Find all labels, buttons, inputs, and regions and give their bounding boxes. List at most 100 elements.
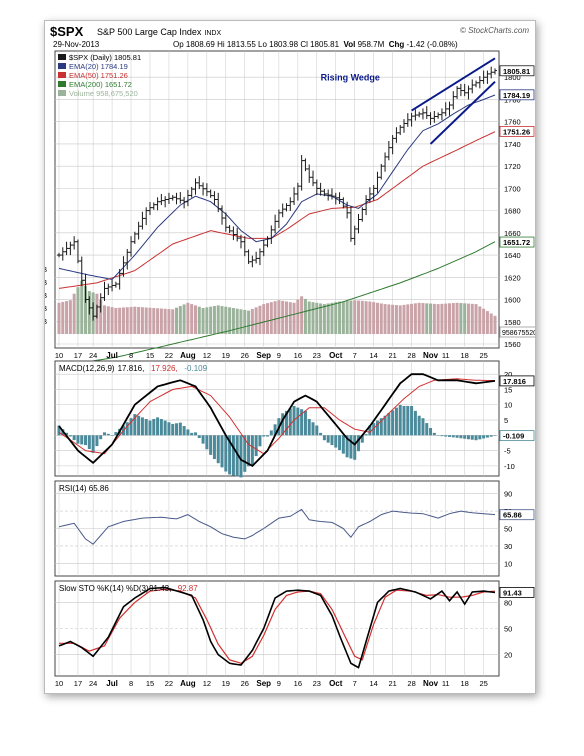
macd-histogram-bar <box>470 435 474 440</box>
sto-xtick-label: 24 <box>89 679 97 688</box>
volume-bar <box>110 307 114 334</box>
volume-bar <box>239 309 243 334</box>
sto-xtick-label: 28 <box>407 679 415 688</box>
legend-swatch <box>58 72 66 78</box>
macd-histogram-bar <box>440 435 444 437</box>
volume-bar <box>338 301 342 334</box>
macd-legend-item: MACD(12,26,9) <box>59 364 115 373</box>
price-ytick-label: 1680 <box>504 207 521 216</box>
volume-bar <box>482 308 486 334</box>
price-ytick-label: 1660 <box>504 229 521 238</box>
quote-line: Op 1808.69 Hi 1813.55 Lo 1803.98 Cl 1805… <box>173 40 458 49</box>
price-xtick-label: Oct <box>329 351 343 360</box>
sto-xtick-label: 18 <box>460 679 468 688</box>
volume-bar <box>391 304 395 334</box>
volume-bar <box>121 307 125 334</box>
macd-histogram-bar <box>402 405 406 436</box>
volume-bar <box>193 305 197 334</box>
macd-histogram-bar <box>129 418 133 436</box>
macd-histogram-bar <box>102 432 106 436</box>
volume-bar <box>474 304 478 334</box>
price-tag: 1651.72 <box>503 238 530 247</box>
volume-bar <box>493 315 497 334</box>
macd-ytick-label: 15 <box>504 385 512 394</box>
macd-histogram-bar <box>201 435 205 444</box>
macd-histogram-bar <box>106 433 110 436</box>
volume-axis-label: 2B <box>45 306 47 313</box>
volume-bar <box>125 307 129 334</box>
macd-ytick-label: 10 <box>504 401 512 410</box>
sto-xtick-label: Jul <box>106 679 118 688</box>
high-label: Hi <box>217 40 225 49</box>
macd-histogram-bar <box>159 419 163 436</box>
macd-histogram-bar <box>125 422 129 436</box>
macd-legend-item: 17.816, <box>118 364 145 373</box>
quote-date: 29-Nov-2013 <box>53 40 100 49</box>
macd-histogram-bar <box>258 435 262 447</box>
close-value: 1805.81 <box>310 40 340 49</box>
macd-ytick-label: 5 <box>504 416 508 425</box>
price-xtick-label: 11 <box>442 351 450 360</box>
macd-histogram-bar <box>326 435 330 443</box>
volume-bar <box>470 303 474 334</box>
price-xtick-label: 15 <box>146 351 154 360</box>
macd-histogram-bar <box>281 413 285 436</box>
macd-histogram-bar <box>345 435 349 458</box>
price-legend-item: EMA(20) 1784.19 <box>69 62 128 71</box>
volume-bar <box>394 305 398 334</box>
volume-bar <box>444 303 448 334</box>
price-xtick-label: 26 <box>241 351 249 360</box>
macd-histogram-bar <box>379 418 383 436</box>
wedge-trendline <box>429 80 496 145</box>
price-tag-box <box>499 65 535 77</box>
symbol-title: $SPX <box>50 24 84 39</box>
macd-histogram-bar <box>466 435 470 440</box>
price-ytick-label: 1740 <box>504 140 521 149</box>
volume-bar <box>99 299 103 334</box>
rsi-ytick-label: 30 <box>504 542 512 551</box>
macd-histogram-bar <box>239 435 243 478</box>
stock-chart-svg: 1800178017601740172017001680166016401620… <box>45 50 535 688</box>
macd-histogram-bar <box>193 432 197 436</box>
price-xtick-label: 16 <box>294 351 302 360</box>
low-value: 1803.98 <box>269 40 299 49</box>
macd-histogram-bar <box>95 435 99 447</box>
stockcharts-credit: © StockCharts.com <box>459 26 529 35</box>
macd-line <box>58 373 496 468</box>
sto-xtick-label: Sep <box>256 679 271 688</box>
macd-legend-item: 17.926, <box>151 364 178 373</box>
sto-xtick-label: Nov <box>423 679 439 688</box>
macd-histogram-bar <box>197 435 201 439</box>
volume-bar <box>106 306 110 334</box>
macd-histogram-bar <box>68 435 72 437</box>
volume-bar <box>485 311 489 334</box>
macd-histogram-bar <box>417 415 421 436</box>
volume-bar <box>72 293 76 334</box>
symbol-name: S&P 500 Large Cap Index INDX <box>97 27 221 37</box>
macd-histogram-bar <box>372 423 376 436</box>
sto-xtick-label: 16 <box>294 679 302 688</box>
volume-bar <box>455 302 459 334</box>
sto-xtick-label: 17 <box>74 679 82 688</box>
price-ytick-label: 1760 <box>504 118 521 127</box>
macd-ytick-label: -5 <box>504 447 511 456</box>
volume-bar <box>152 308 156 334</box>
volume-axis-label: 3B <box>45 293 47 300</box>
price-xtick-label: Sep <box>256 351 271 360</box>
volume-bar <box>216 305 220 334</box>
volume-bar <box>273 301 277 334</box>
macd-histogram-bar <box>410 405 414 436</box>
sto-xtick-label: 9 <box>277 679 281 688</box>
high-value: 1813.55 <box>226 40 256 49</box>
macd-histogram-bar <box>80 435 84 445</box>
macd-histogram-bar <box>91 435 95 453</box>
volume-axis-label: 5B <box>45 267 47 274</box>
legend-swatch <box>58 81 66 87</box>
volume-bar <box>463 303 467 334</box>
macd-histogram-bar <box>303 410 307 436</box>
volume-bar <box>182 304 186 334</box>
sto-xtick-label: 26 <box>241 679 249 688</box>
sto-legend-item: 92.87 <box>178 584 199 593</box>
sto-ytick-label: 50 <box>504 625 512 634</box>
volume-bar <box>118 307 122 334</box>
